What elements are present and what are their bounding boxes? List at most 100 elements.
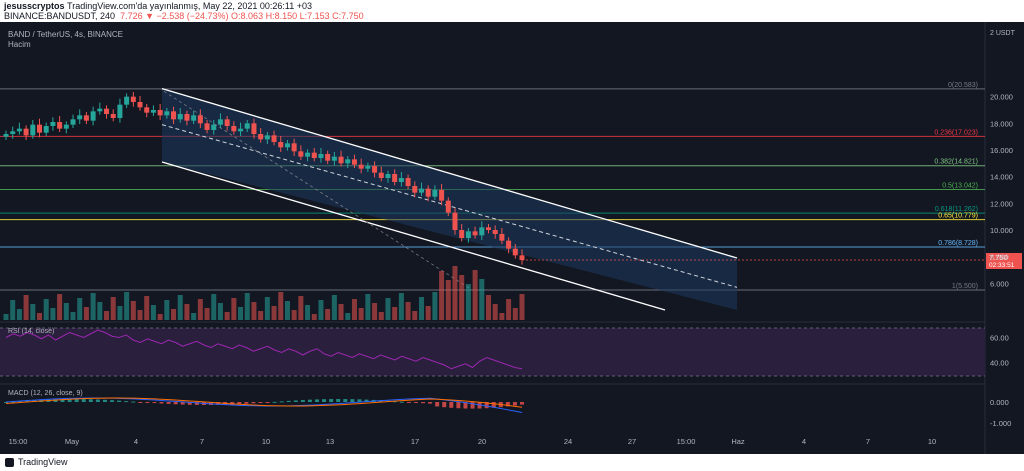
- macd-histogram-bar: [74, 399, 79, 402]
- volume-bar: [325, 309, 331, 320]
- candle-body: [258, 134, 264, 140]
- macd-histogram-bar: [60, 399, 65, 402]
- x-tick-label: 10: [262, 437, 270, 446]
- fib-level-label: 0.786(8.728): [938, 240, 978, 247]
- fib-level-label: 0.65(10.779): [938, 213, 978, 220]
- rsi-label: RSI (14, close): [8, 328, 54, 335]
- volume-bar: [271, 306, 277, 320]
- macd-histogram-bar: [456, 402, 461, 409]
- volume-bar: [191, 313, 197, 320]
- macd-histogram-bar: [216, 402, 221, 405]
- y-tick-label: 12.000: [990, 199, 1013, 208]
- candle-body: [16, 128, 22, 132]
- footer-bar: TradingView: [0, 454, 1024, 471]
- tradingview-logo-icon: [5, 458, 14, 467]
- publish-header: jesusscryptos TradingView.com'da yayınla…: [0, 0, 1024, 22]
- macd-histogram-bar: [399, 401, 404, 403]
- volume-bar: [150, 305, 156, 320]
- ticker-text: BINANCE:BANDUSDT, 240: [4, 11, 116, 21]
- volume-bar: [184, 304, 190, 320]
- volume-bar: [298, 296, 304, 320]
- footer-brand[interactable]: TradingView: [18, 457, 68, 467]
- volume-bar: [177, 295, 183, 320]
- x-tick-label: 15:00: [9, 437, 28, 446]
- volume-bar: [291, 310, 297, 320]
- chart-svg[interactable]: 0(20.583) 0.236(17.023) 0.382(14.821) 0.5(1…: [0, 22, 1024, 454]
- macd-histogram-bar: [244, 402, 249, 404]
- volume-bar: [398, 293, 404, 320]
- volume-bar: [318, 300, 324, 320]
- volume-bar: [70, 312, 76, 320]
- candle-body: [70, 119, 76, 125]
- rsi-tick-label: 60.00: [990, 334, 1009, 343]
- symbol-legend: BAND / TetherUS, 4s, BINANCE: [8, 30, 123, 39]
- candle-body: [392, 174, 398, 182]
- macd-histogram-bar: [258, 402, 263, 403]
- ohlc-readout: 7.726 ▼ −2.538 (−24.73%) O:8.063 H:8.150…: [120, 11, 364, 21]
- macd-histogram-bar: [470, 402, 475, 409]
- volume-bar: [358, 308, 364, 320]
- macd-histogram-bar: [442, 402, 447, 408]
- candle-body: [144, 107, 150, 113]
- volume-bar: [224, 312, 230, 320]
- macd-histogram-bar: [131, 401, 136, 403]
- macd-label: MACD (12, 26, close, 9): [8, 390, 83, 397]
- candle-body: [251, 123, 257, 134]
- candle-body: [452, 212, 458, 230]
- channel-lower-line: [161, 161, 666, 311]
- macd-histogram-bar: [343, 399, 348, 402]
- macd-histogram-bar: [350, 399, 355, 402]
- volume-bar: [338, 304, 344, 320]
- volume-bar: [157, 314, 163, 320]
- channel-fill: [162, 88, 737, 311]
- volume-bar: [244, 293, 250, 320]
- macd-histogram-bar: [25, 400, 30, 402]
- x-tick-label: 10: [928, 437, 936, 446]
- candle-body: [137, 102, 143, 108]
- candle-body: [97, 108, 103, 112]
- candle-body: [298, 151, 304, 157]
- macd-histogram-bar: [392, 401, 397, 403]
- volume-bar: [258, 311, 264, 320]
- candle-body: [358, 164, 364, 169]
- author-name[interactable]: jesusscryptos: [4, 1, 65, 11]
- volume-bar: [492, 304, 498, 320]
- candle-body: [425, 188, 431, 197]
- volume-bar: [30, 304, 36, 320]
- macd-histogram-bar: [484, 402, 489, 409]
- candle-body: [372, 166, 378, 173]
- volume-bar: [110, 297, 116, 320]
- chart-area[interactable]: 0(20.583) 0.236(17.023) 0.382(14.821) 0.5(1…: [0, 22, 1024, 454]
- candle-body: [405, 178, 411, 186]
- macd-histogram-bar: [194, 402, 199, 405]
- candle-body: [492, 230, 498, 234]
- trend-diagonal-line: [163, 90, 471, 290]
- volume-bar: [439, 271, 445, 320]
- candle-body: [439, 190, 445, 201]
- candle-body: [117, 104, 123, 118]
- macd-histogram-bar: [491, 402, 496, 408]
- rsi-tick-label: 40.00: [990, 359, 1009, 368]
- volume-bar: [144, 296, 150, 320]
- volume-bar: [311, 314, 317, 320]
- candle-body: [197, 115, 203, 124]
- volume-bar: [251, 302, 257, 320]
- macd-histogram-bar: [138, 402, 143, 403]
- volume-bar: [238, 307, 244, 320]
- volume-bar: [284, 301, 290, 320]
- volume-bar: [104, 311, 110, 320]
- candle-body: [164, 111, 170, 116]
- macd-histogram-bar: [251, 402, 256, 404]
- fib-level-label: 0.236(17.023): [934, 129, 978, 136]
- candle-body: [184, 114, 190, 121]
- macd-histogram-bar: [95, 399, 100, 402]
- macd-histogram-bar: [293, 400, 298, 402]
- volume-bar: [83, 307, 89, 320]
- volume-bar: [217, 303, 223, 320]
- x-tick-label: 4: [134, 437, 138, 446]
- macd-histogram-bar: [357, 399, 362, 402]
- macd-histogram-bar: [145, 402, 150, 403]
- volume-bar: [425, 306, 431, 320]
- candle-body: [325, 154, 331, 161]
- macd-histogram-bar: [187, 402, 192, 405]
